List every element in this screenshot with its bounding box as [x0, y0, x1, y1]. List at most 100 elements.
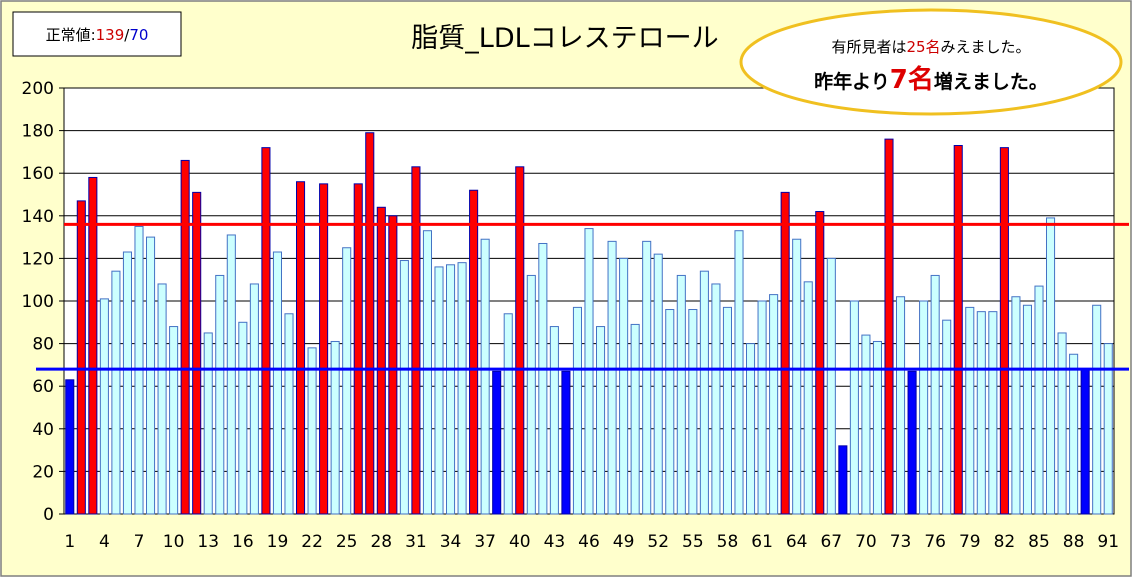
x-tick-label: 34	[440, 532, 462, 552]
bar	[76, 200, 86, 515]
y-tick-label: 20	[32, 462, 54, 482]
bar	[146, 236, 156, 515]
y-tick-label: 100	[22, 292, 54, 312]
bar	[1046, 217, 1056, 515]
x-tick-label: 85	[1028, 532, 1050, 552]
x-tick-label: 16	[232, 532, 254, 552]
bar	[549, 326, 559, 515]
normal-value-box: 正常値:139/70	[12, 11, 182, 57]
bar	[469, 189, 479, 515]
y-tick-label: 60	[32, 377, 54, 397]
x-tick-label: 76	[924, 532, 946, 552]
x-tick-label: 70	[855, 532, 877, 552]
x-tick-label: 58	[717, 532, 739, 552]
bar	[907, 370, 917, 515]
x-tick-label: 73	[890, 532, 912, 552]
bar	[688, 309, 698, 515]
bar	[1103, 343, 1113, 515]
x-tick-label: 52	[647, 532, 669, 552]
bar	[157, 283, 167, 515]
bar	[353, 183, 363, 515]
callout-line2: 昨年より7名増えました。	[814, 64, 1048, 95]
normal-value-separator: /	[124, 26, 130, 44]
bar	[122, 251, 133, 515]
callout: 有所見者は25名みえました。 昨年より7名増えました。	[739, 8, 1123, 116]
bar	[861, 334, 871, 515]
bar	[746, 343, 756, 515]
bar	[446, 264, 456, 515]
bar	[284, 313, 294, 515]
bar	[561, 370, 571, 515]
bar	[503, 313, 513, 515]
callout-line1-suffix: みえました。	[941, 38, 1031, 56]
bar	[215, 274, 225, 515]
y-tick-label: 160	[22, 164, 54, 184]
bar	[676, 274, 686, 515]
x-tick-label: 7	[134, 532, 145, 552]
bar	[538, 242, 548, 515]
bar	[872, 340, 883, 515]
callout-line2-suffix: 増えました。	[934, 70, 1048, 93]
callout-line1-prefix: 有所見者は	[831, 38, 906, 56]
bar	[665, 309, 675, 515]
normal-value-box-frame	[12, 11, 182, 57]
bar	[457, 262, 467, 515]
x-tick-label: 37	[474, 532, 496, 552]
y-tick-label: 120	[22, 249, 54, 269]
x-tick-label: 91	[1097, 532, 1119, 552]
x-tick-label: 40	[509, 532, 531, 552]
callout-ellipse	[739, 8, 1123, 116]
x-tick-label: 67	[820, 532, 842, 552]
bar	[838, 445, 848, 515]
bar	[884, 138, 894, 515]
bar	[919, 300, 929, 515]
bar	[803, 281, 813, 515]
bar	[607, 240, 617, 515]
x-tick-label: 10	[163, 532, 185, 552]
bar	[942, 319, 952, 515]
bar	[999, 147, 1009, 515]
bar	[792, 238, 802, 515]
x-tick-label: 22	[301, 532, 323, 552]
bar	[572, 306, 583, 515]
bar	[249, 283, 259, 515]
bar	[169, 326, 179, 515]
bar	[734, 230, 744, 515]
bar	[203, 332, 213, 515]
bar	[1022, 304, 1033, 515]
callout-line1-highlight: 25名	[906, 38, 940, 56]
bar	[757, 300, 767, 515]
bar	[88, 176, 98, 515]
bar	[584, 228, 594, 515]
bar	[699, 270, 709, 515]
bar	[1034, 285, 1044, 515]
bar	[376, 206, 386, 515]
bar	[272, 251, 282, 515]
bar	[1092, 304, 1102, 515]
bar	[399, 260, 409, 515]
x-tick-label: 46	[578, 532, 600, 552]
bar	[111, 270, 121, 515]
bar	[342, 247, 352, 515]
bar	[65, 379, 75, 515]
bar	[711, 283, 721, 515]
x-tick-label: 1	[64, 532, 75, 552]
x-tick-label: 79	[959, 532, 981, 552]
bar	[388, 215, 398, 515]
bar	[226, 234, 236, 515]
bars	[65, 132, 1113, 515]
bar	[596, 326, 606, 515]
bar	[780, 191, 790, 515]
bar	[849, 300, 859, 515]
normal-value-lower: 70	[129, 26, 148, 44]
x-tick-label: 88	[1063, 532, 1085, 552]
bar	[1080, 368, 1090, 515]
callout-line1: 有所見者は25名みえました。	[831, 38, 1030, 56]
bar	[296, 181, 306, 515]
x-tick-label: 28	[370, 532, 392, 552]
bar	[99, 298, 109, 515]
y-tick-label: 40	[32, 420, 54, 440]
x-tick-label: 64	[786, 532, 808, 552]
